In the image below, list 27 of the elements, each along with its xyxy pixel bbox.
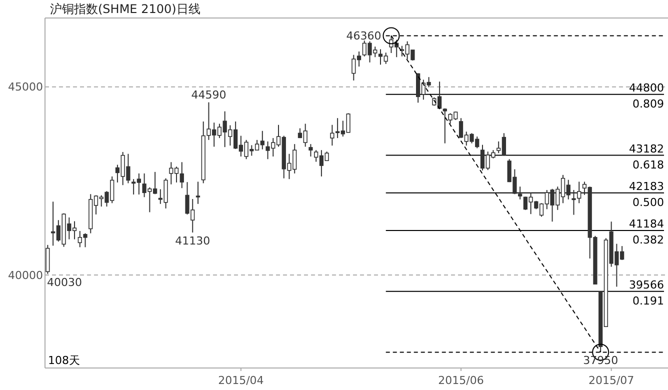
ref-line-label: 43182 <box>629 142 664 156</box>
candlestick <box>330 124 334 146</box>
annotation: 37950 <box>583 354 618 368</box>
annotation: 0.809 <box>632 97 664 110</box>
candlestick <box>442 108 447 144</box>
x-tick-label: 2015/04 <box>218 374 264 387</box>
annotation: 0.500 <box>632 196 664 209</box>
chart-title: 沪铜指数(SHME 2100)日线 <box>50 2 200 16</box>
ref-line-label: 42183 <box>629 180 664 193</box>
y-tick-label: 45000 <box>8 80 43 94</box>
ref-line-label: 41184 <box>629 217 664 230</box>
annotation: 40030 <box>47 276 82 289</box>
x-tick-label: 2015/06 <box>438 374 484 387</box>
ref-line-label: 39566 <box>629 278 664 292</box>
annotation: 0.618 <box>632 158 664 172</box>
annotation: 0.382 <box>632 233 664 246</box>
x-tick-label: 2015/07 <box>588 374 634 387</box>
annotation: 108天 <box>48 354 80 367</box>
candlestick <box>46 244 50 274</box>
candlestick <box>196 181 200 204</box>
annotation: 41130 <box>175 234 210 248</box>
ref-line-label: 44800 <box>629 81 664 94</box>
annotation: 46360 <box>346 30 382 43</box>
annotation: 0.191 <box>632 294 664 308</box>
y-tick-label: 40000 <box>8 268 43 282</box>
annotation: 44590 <box>191 88 226 102</box>
candlestick <box>308 144 313 157</box>
